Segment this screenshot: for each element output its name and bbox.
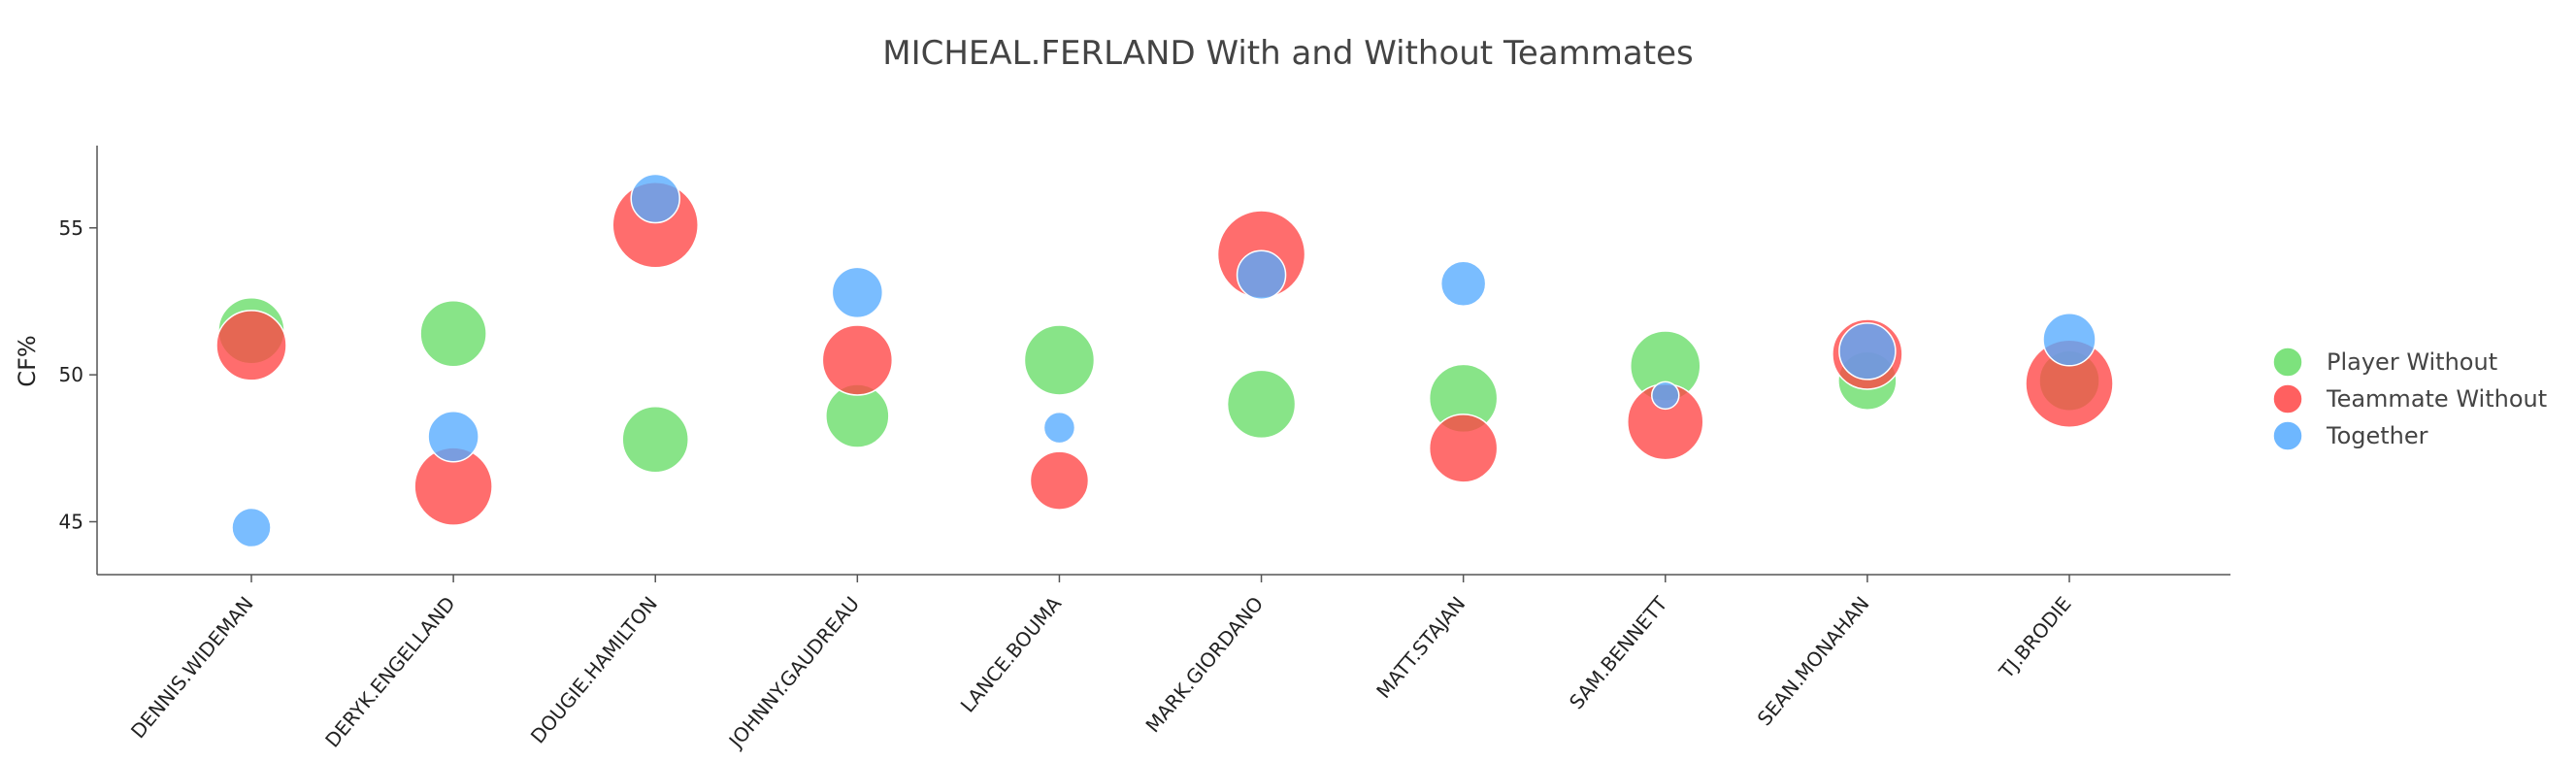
x-tick-label: MATT.STAJAN <box>1371 592 1470 703</box>
bubble-point <box>821 324 894 396</box>
bubble-point <box>1029 450 1090 511</box>
legend-label: Teammate Without <box>2326 385 2547 413</box>
bubble-point <box>1236 249 1287 300</box>
legend-marker <box>2272 347 2303 378</box>
bubble-point <box>231 507 272 548</box>
x-tick-label: DERYK.ENGELLAND <box>320 592 460 752</box>
x-tick-label: DENNIS.WIDEMAN <box>126 592 258 743</box>
x-tick-label: SEAN.MONAHAN <box>1753 592 1874 730</box>
legend-marker <box>2272 383 2303 414</box>
legend-label: Player Without <box>2327 348 2497 376</box>
legend: Player Without Teammate Without Together <box>2272 347 2547 451</box>
x-tick-label: LANCE.BOUMA <box>956 592 1067 717</box>
legend-marker <box>2272 420 2303 451</box>
bubble-point <box>1226 369 1297 440</box>
plot-area: 45 50 55 DENNIS.WIDEMAN DERYK.ENGELLAND DOUGI… <box>59 146 2230 753</box>
x-tick-label: JOHNNY.GAUDREAU <box>723 592 864 753</box>
bubble-point <box>1838 322 1897 380</box>
bubble-point <box>2042 313 2097 367</box>
x-tick-label: DOUGIE.HAMILTON <box>526 592 662 747</box>
x-tick-label: MARK.GIORDANO <box>1141 592 1269 737</box>
bubble-point <box>427 410 479 463</box>
bubble-point <box>621 405 689 474</box>
series-player-without <box>217 296 2100 474</box>
bubble-point <box>630 173 680 224</box>
bubble-point <box>215 310 287 381</box>
y-axis-label: CF% <box>14 335 41 386</box>
bubble-point <box>1428 414 1499 483</box>
y-tick-label: 45 <box>59 511 83 534</box>
y-tick-label: 50 <box>59 363 83 386</box>
bubble-point <box>419 300 487 368</box>
y-tick-label: 55 <box>59 216 83 240</box>
bubble-point <box>1042 411 1076 445</box>
bubble-point <box>1023 324 1096 396</box>
series-together <box>231 173 2097 548</box>
bubble-point <box>831 266 884 319</box>
legend-label: Together <box>2326 422 2428 449</box>
x-tick-label: TJ.BRODIE <box>1994 592 2075 683</box>
x-tick-label: SAM.BENNETT <box>1565 591 1672 713</box>
bubble-point <box>1439 260 1487 308</box>
series-teammate-without <box>215 181 2114 526</box>
bubble-point <box>1651 380 1680 411</box>
chart-title: MICHEAL.FERLAND With and Without Teammat… <box>882 34 1693 73</box>
